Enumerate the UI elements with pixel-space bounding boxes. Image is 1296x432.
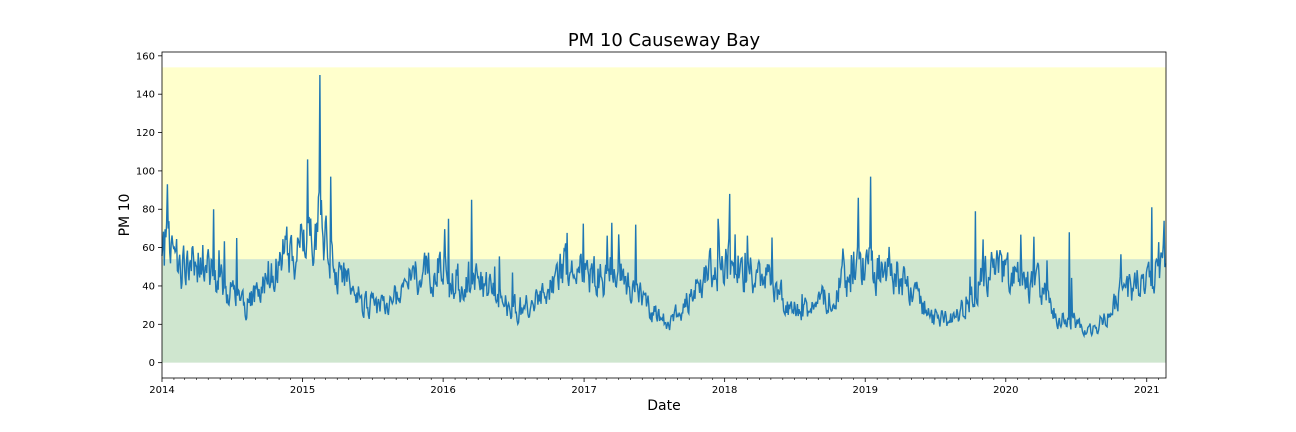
y-tick-label: 80 (142, 205, 155, 216)
threshold-band-1 (162, 67, 1166, 260)
threshold-band-0 (162, 259, 1166, 363)
x-tick-label: 2018 (712, 385, 737, 396)
y-axis: 0 20 40 60 80 100 120 140 160 (136, 51, 162, 369)
y-tick-label: 160 (136, 51, 155, 62)
x-tick-label: 2014 (149, 385, 174, 396)
y-tick-label: 120 (136, 128, 155, 139)
x-tick-label: 2017 (571, 385, 596, 396)
y-tick-label: 20 (142, 320, 155, 331)
y-tick-label: 40 (142, 281, 155, 292)
x-tick-label: 2021 (1134, 385, 1159, 396)
threshold-bands (162, 67, 1166, 363)
x-tick-label: 2015 (290, 385, 315, 396)
x-axis-label: Date (647, 398, 680, 414)
pm10-series-line (161, 74, 1167, 339)
y-tick-label: 100 (136, 166, 155, 177)
y-axis-label: PM 10 (117, 194, 133, 237)
chart-title: PM 10 Causeway Bay (568, 30, 761, 51)
x-tick-label: 2016 (430, 385, 455, 396)
y-tick-label: 60 (142, 243, 155, 254)
x-tick-label: 2019 (852, 385, 877, 396)
y-tick-label: 140 (136, 90, 155, 101)
y-tick-label: 0 (149, 358, 155, 369)
plot-frame (161, 51, 1167, 379)
x-axis: 2014 2015 2016 2017 2018 2019 2020 2021 (149, 378, 1159, 396)
x-tick-label: 2020 (993, 385, 1018, 396)
